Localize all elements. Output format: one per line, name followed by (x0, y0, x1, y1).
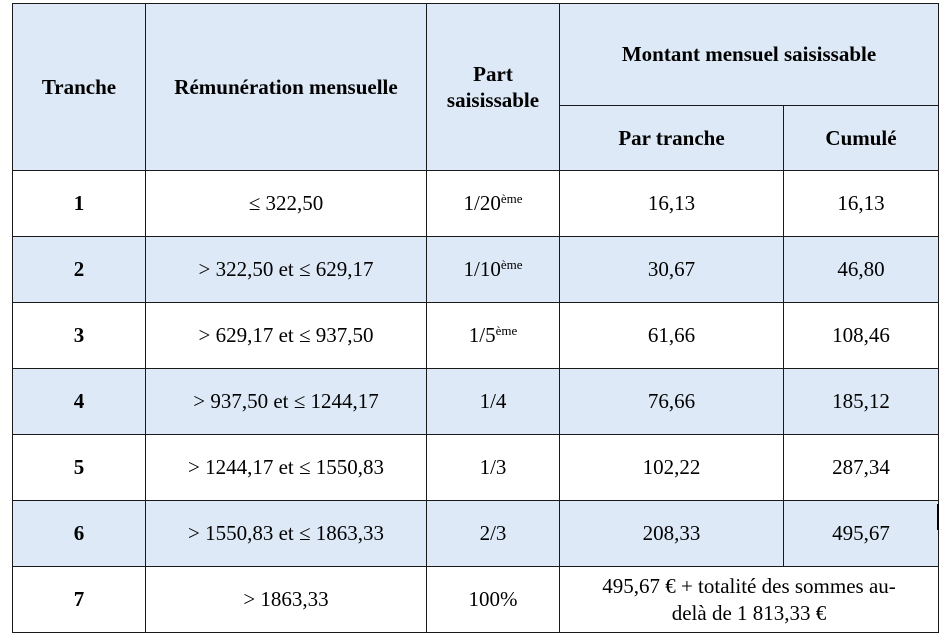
table-row: 2 > 322,50 et ≤ 629,17 1/10ème 30,67 46,80 (12, 236, 940, 303)
cell-part: 1/4 (426, 368, 560, 435)
cell-tranche: 4 (12, 368, 146, 435)
cell-par-tranche: 16,13 (559, 170, 784, 237)
cell-cumule: 108,46 (782, 302, 940, 369)
seizable-salary-table: Tranche Rémunération mensuelle Part sais… (12, 3, 940, 633)
cell-part: 1/20ème (426, 170, 560, 237)
header-cumule: Cumulé (782, 105, 940, 171)
cell-part: 1/10ème (426, 236, 560, 303)
header-part-line1: Part (473, 61, 513, 86)
cell-remuneration: > 937,50 et ≤ 1244,17 (145, 368, 427, 435)
cell-par-tranche: 61,66 (559, 302, 784, 369)
cell-cumule: 185,12 (782, 368, 940, 435)
header-part-saisissable: Part saisissable (426, 3, 560, 171)
part-suffix: ème (500, 191, 523, 207)
cell-remuneration: > 629,17 et ≤ 937,50 (145, 302, 427, 369)
part-value: 1/20 (463, 191, 501, 216)
table-row: 1 ≤ 322,50 1/20ème 16,13 16,13 (12, 170, 940, 237)
header-remuneration: Rémunération mensuelle (145, 3, 427, 171)
cell-tranche: 3 (12, 302, 146, 369)
table-row-last: 7 > 1863,33 100% 495,67 € + totalité des… (12, 566, 940, 633)
header-tranche: Tranche (12, 3, 146, 171)
table-header: Tranche Rémunération mensuelle Part sais… (12, 3, 940, 171)
cell-part: 100% (426, 566, 560, 633)
total-line-2: delà de 1 813,33 € (671, 600, 827, 625)
cell-par-tranche: 102,22 (559, 434, 784, 501)
cell-part: 2/3 (426, 500, 560, 567)
cell-part: 1/3 (426, 434, 560, 501)
cell-cumule: 46,80 (782, 236, 940, 303)
cell-remuneration: > 1550,83 et ≤ 1863,33 (145, 500, 427, 567)
cell-cumule: 16,13 (782, 170, 940, 237)
cell-remuneration: > 322,50 et ≤ 629,17 (145, 236, 427, 303)
cell-tranche: 1 (12, 170, 146, 237)
header-row-2: Par tranche Cumulé (13, 105, 940, 171)
table-container: Tranche Rémunération mensuelle Part sais… (12, 3, 940, 633)
cell-tranche: 5 (12, 434, 146, 501)
cell-part: 1/5ème (426, 302, 560, 369)
header-par-tranche: Par tranche (559, 105, 784, 171)
header-part-line2: saisissable (446, 88, 540, 112)
part-value: 2/3 (479, 521, 507, 546)
cell-tranche: 6 (12, 500, 146, 567)
cell-par-tranche: 208,33 (559, 500, 784, 567)
total-line-1: 495,67 € + totalité des sommes au- (602, 574, 896, 599)
cell-remuneration: ≤ 322,50 (145, 170, 427, 237)
table-row: 5 > 1244,17 et ≤ 1550,83 1/3 102,22 287,34 (12, 434, 940, 501)
cell-par-tranche: 30,67 (559, 236, 784, 303)
table-body: 1 ≤ 322,50 1/20ème 16,13 16,13 2 > 322,50 et ≤… (12, 170, 940, 633)
cell-remuneration: > 1244,17 et ≤ 1550,83 (145, 434, 427, 501)
cell-remuneration: > 1863,33 (145, 566, 427, 633)
part-suffix: ème (500, 257, 523, 273)
part-value: 1/3 (479, 455, 507, 480)
table-row: 6 > 1550,83 et ≤ 1863,33 2/3 208,33 495,67 (12, 500, 940, 567)
table-row: 3 > 629,17 et ≤ 937,50 1/5ème 61,66 108,46 (12, 302, 940, 369)
cell-par-tranche: 76,66 (559, 368, 784, 435)
cell-total-description: 495,67 € + totalité des sommes au- delà … (558, 566, 940, 633)
text-cursor-mark (937, 504, 939, 530)
part-suffix: ème (495, 323, 518, 339)
header-row-1: Tranche Rémunération mensuelle Part sais… (12, 3, 940, 171)
table-row: 4 > 937,50 et ≤ 1244,17 1/4 76,66 185,12 (12, 368, 940, 435)
part-value: 1/10 (463, 257, 501, 282)
cell-cumule: 287,34 (782, 434, 940, 501)
part-value: 1/5 (468, 323, 496, 348)
header-montant-mensuel: Montant mensuel saisissable (558, 3, 940, 106)
cell-cumule: 495,67 (782, 500, 940, 567)
cell-tranche: 7 (12, 566, 146, 633)
part-value: 1/4 (479, 389, 507, 414)
cell-tranche: 2 (12, 236, 146, 303)
